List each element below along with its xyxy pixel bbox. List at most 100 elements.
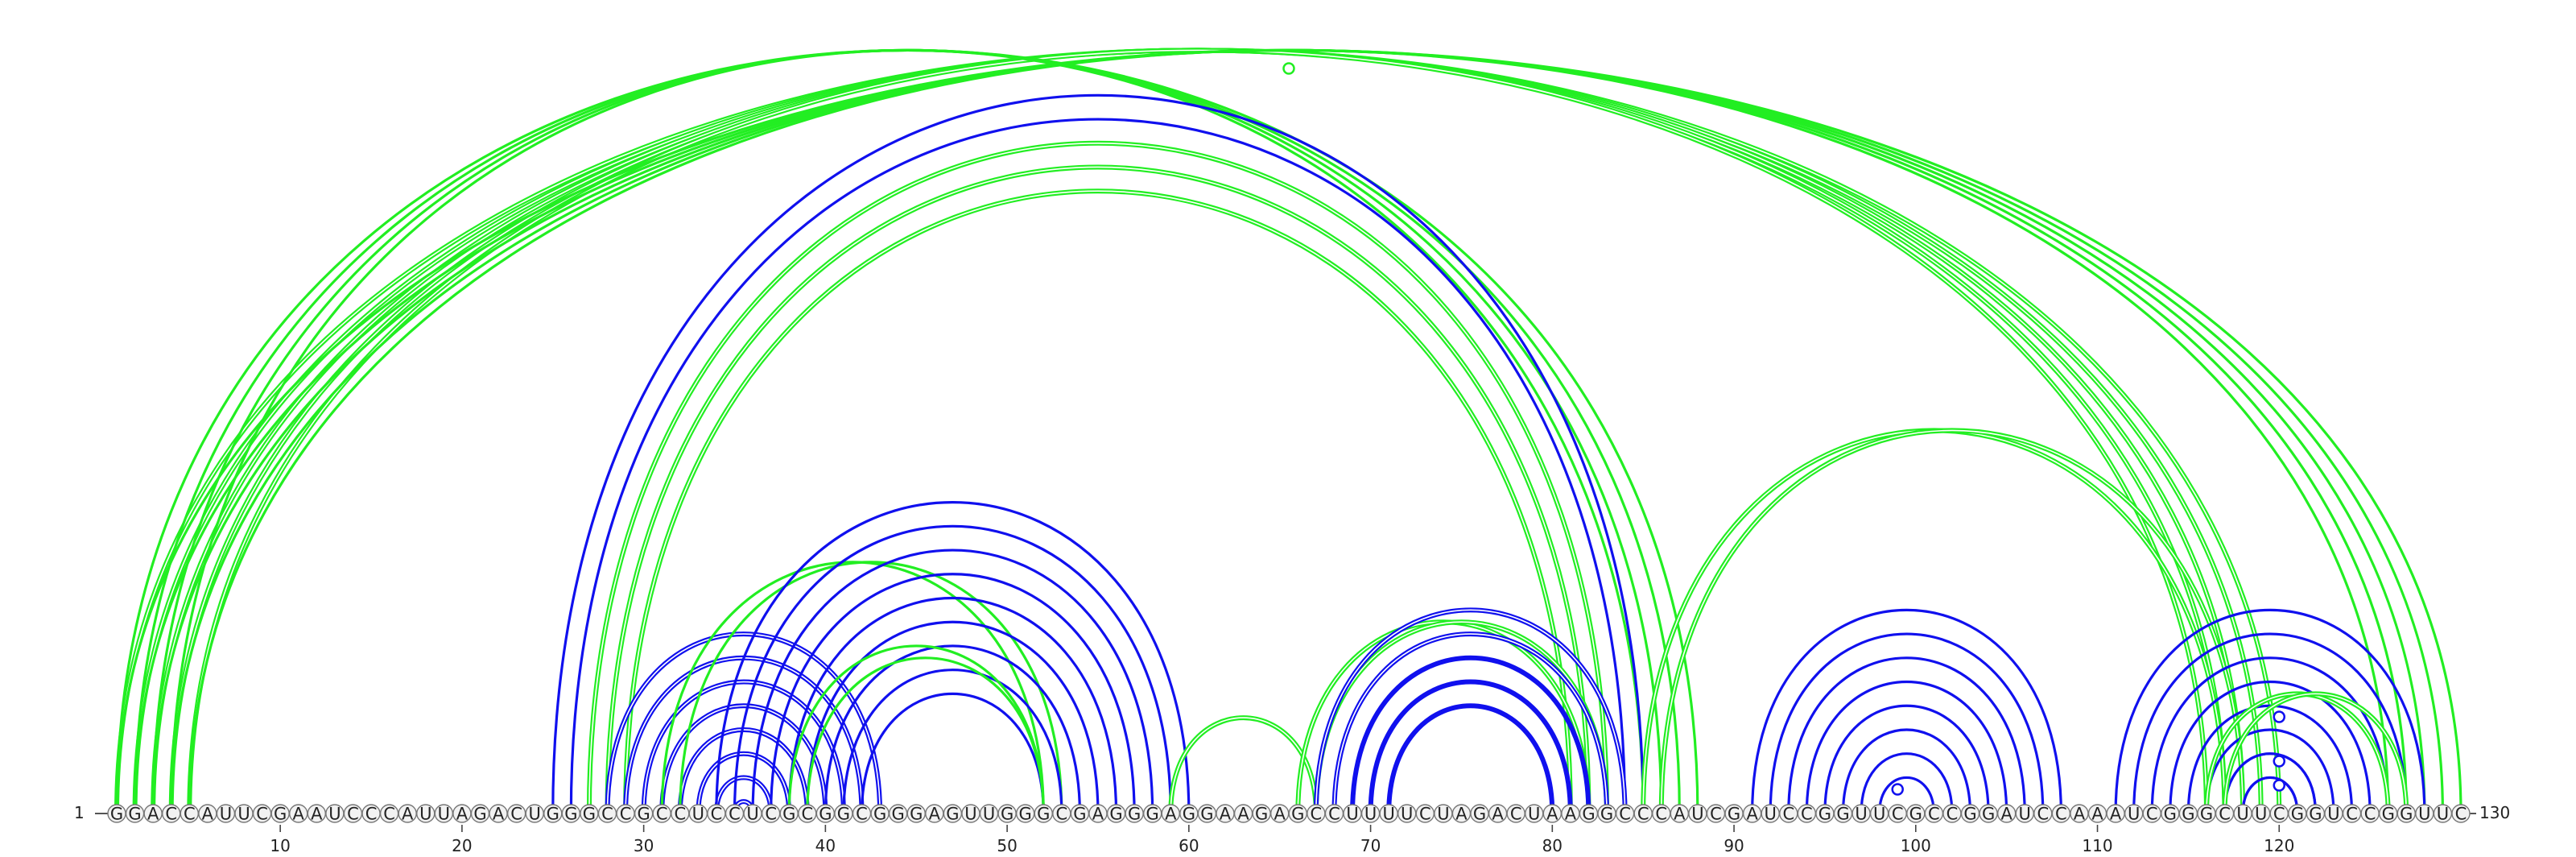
tick-label: 60 xyxy=(1179,836,1199,855)
pair-arc-inner-85-117 xyxy=(1642,429,2226,814)
pair-arc-70-81 xyxy=(1368,679,1573,814)
pair-arc-42-52 xyxy=(860,693,1045,814)
nucleotide-letter: C xyxy=(1619,805,1631,824)
nucleotide-letter: A xyxy=(493,805,505,824)
pair-arc-97-102 xyxy=(1860,752,1954,814)
nucleotide-letter: G xyxy=(873,805,886,824)
nucleotide-letter: A xyxy=(1565,805,1577,824)
nucleotide-letter: G xyxy=(1128,805,1141,824)
pair-arc-113-126 xyxy=(2150,656,2390,814)
nucleotide-letter: A xyxy=(1455,805,1468,824)
nucleotide-letter: U xyxy=(964,805,976,824)
nucleotide-letter: U xyxy=(2255,805,2267,824)
nucleotide-letter: G xyxy=(2291,805,2304,824)
nucleotide-letter: G xyxy=(1600,805,1613,824)
nucleotide-letter: U xyxy=(2236,805,2248,824)
pair-arc-inner-5-116 xyxy=(188,49,2207,814)
pair-arc-70-81 xyxy=(1368,681,1572,814)
pair-arc-71-80 xyxy=(1387,704,1554,814)
tick-label: 90 xyxy=(1724,836,1744,855)
pair-arc-3-128 xyxy=(151,48,2426,814)
nucleotide-letter: G xyxy=(2182,805,2194,824)
pair-arc-inner-27-83 xyxy=(588,142,1608,814)
nucleotide-letter: C xyxy=(620,805,632,824)
nucleotide-letter: C xyxy=(510,805,522,824)
pair-arc-4-85 xyxy=(170,48,1645,814)
nucleotide-letter: G xyxy=(946,805,959,824)
nucleotide-letter: U xyxy=(1873,805,1885,824)
nucleotide-letter: A xyxy=(147,805,159,824)
arcs-layer xyxy=(114,48,2462,814)
nucleotide-letter: C xyxy=(2346,805,2358,824)
pair-arc-1-88 xyxy=(115,48,1699,814)
nucleotide-letter: A xyxy=(1546,805,1558,824)
nucleotide-letter: A xyxy=(1092,805,1104,824)
nucleotide-letter: U xyxy=(328,805,341,824)
pair-arc-40-54 xyxy=(824,644,1081,814)
nucleotide-letter: U xyxy=(983,805,995,824)
tick-label: 70 xyxy=(1360,836,1381,855)
nucleotide-letter: U xyxy=(419,805,431,824)
pair-arc-59-67 xyxy=(1168,715,1319,814)
nucleotide-letter: C xyxy=(2455,805,2467,824)
nucleotide-letter: U xyxy=(1401,805,1413,824)
nucleotide-letter: C xyxy=(365,805,378,824)
nucleotide-letter: C xyxy=(1311,805,1323,824)
tick-label: 10 xyxy=(270,836,290,855)
tick-label: 50 xyxy=(997,836,1017,855)
nucleotide-letter: U xyxy=(1691,805,1703,824)
pair-arc-inner-32-39 xyxy=(679,729,808,814)
nucleotide-letter: G xyxy=(274,805,287,824)
loop-markers-layer xyxy=(1282,62,2286,796)
pair-arc-inner-29-81 xyxy=(625,190,1571,814)
nucleotide-letter: G xyxy=(819,805,832,824)
tick-label: 40 xyxy=(815,836,836,855)
nucleotide-letter: C xyxy=(856,805,868,824)
pair-arc-67-84 xyxy=(1313,607,1628,814)
nucleotide-letter: C xyxy=(711,805,723,824)
pair-arc-25-85 xyxy=(551,93,1645,814)
pair-arc-41-53 xyxy=(842,669,1063,814)
pair-arc-inner-117-127 xyxy=(2223,693,2408,814)
pair-arc-inner-86-118 xyxy=(1660,429,2244,814)
nucleotide-letter: U xyxy=(2128,805,2140,824)
nucleotide-letter: C xyxy=(2273,805,2285,824)
nucleotide-letter: A xyxy=(2091,805,2103,824)
pair-arc-118-121 xyxy=(2241,776,2299,814)
nucleotide-letter: G xyxy=(2400,805,2413,824)
pair-arc-5-126 xyxy=(188,48,2390,814)
tick-label: 120 xyxy=(2264,836,2294,855)
nucleotide-letter: C xyxy=(1710,805,1722,824)
nucleotide-letter: U xyxy=(1855,805,1867,824)
nucleotide-circle xyxy=(2451,804,2471,823)
nucleotide-letter: G xyxy=(473,805,486,824)
nucleotide-letter: U xyxy=(237,805,250,824)
nucleotide-letter: G xyxy=(128,805,141,824)
pair-arc-112-127 xyxy=(2132,632,2408,814)
nucleotide-letter: U xyxy=(438,805,450,824)
nucleotide-letter: G xyxy=(1019,805,1032,824)
pair-arc-2-87 xyxy=(133,48,1681,814)
nucleotide-letter: C xyxy=(1928,805,1940,824)
pair-arc-118-121 xyxy=(2241,776,2299,814)
nucleotide-letter: G xyxy=(1728,805,1740,824)
nucleotide-letter: A xyxy=(1274,805,1286,824)
tick-label: 110 xyxy=(2082,836,2112,855)
nucleotide-letter: A xyxy=(456,805,469,824)
pair-arc-inner-68-83 xyxy=(1333,633,1608,814)
nucleotide-letter: U xyxy=(1346,805,1358,824)
nucleotide-letter: C xyxy=(165,805,177,824)
loop-marker xyxy=(2273,710,2286,723)
nucleotide-letter: G xyxy=(782,805,795,824)
nucleotide-letter: C xyxy=(383,805,395,824)
pair-arc-34-60 xyxy=(715,501,1191,814)
nucleotide-letter: G xyxy=(1473,805,1486,824)
nucleotide-letter: C xyxy=(1655,805,1667,824)
nucleotide-letter: U xyxy=(1437,805,1449,824)
pair-arc-inner-67-84 xyxy=(1315,609,1626,814)
nucleotide-letter: C xyxy=(2364,805,2376,824)
nucleotide-letter: G xyxy=(2309,805,2322,824)
sequence-start-label: 1 xyxy=(74,803,85,822)
nucleotide-letter: U xyxy=(746,805,758,824)
